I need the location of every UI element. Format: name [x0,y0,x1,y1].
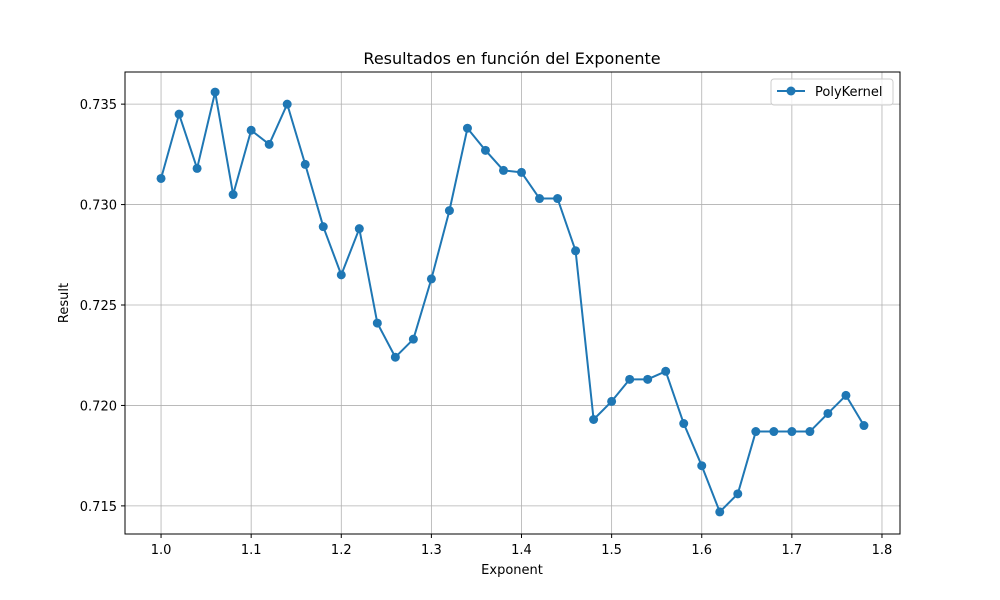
data-point [661,366,671,376]
data-point [679,419,689,429]
x-tick-label: 1.1 [241,543,262,558]
data-point [823,408,833,418]
grid [125,72,900,534]
x-tick-label: 1.2 [331,543,352,558]
data-point [282,99,292,109]
legend: PolyKernel [770,78,894,106]
data-point [408,334,418,344]
plot-area-frame [124,71,901,535]
y-tick-label: 0.730 [80,199,117,214]
data-point [480,145,490,155]
data-point [192,163,202,173]
x-tick-label: 1.5 [601,543,622,558]
data-point [498,165,508,175]
data-point [769,427,779,437]
data-point [517,167,527,177]
x-tick-label: 1.7 [782,543,803,558]
data-point [228,190,238,200]
data-point [372,318,382,328]
data-point [336,270,346,280]
data-point [390,352,400,362]
x-tick-label: 1.0 [151,543,172,558]
data-point [426,274,436,284]
x-tick-label: 1.3 [421,543,442,558]
data-point [859,421,869,431]
data-point [462,123,472,133]
legend-label-polykernel: PolyKernel [815,85,882,100]
data-point [156,173,166,183]
x-axis-title: Exponent [481,563,543,578]
data-point [444,206,454,216]
data-point [553,194,563,204]
data-point [246,125,256,135]
y-tick-label: 0.715 [80,500,117,515]
data-point [625,374,635,384]
x-tick-label: 1.4 [511,543,532,558]
legend-marker-swatch [786,86,796,96]
data-point [571,246,581,256]
data-point [535,194,545,204]
legend-box [770,78,894,106]
data-point [733,489,743,499]
data-point [841,390,851,400]
data-point [751,427,761,437]
data-point [589,415,599,425]
data-point [697,461,707,471]
series-layer [156,87,869,517]
data-point [787,427,797,437]
axis-ticks: 1.0 1.1 1.2 1.3 1.4 1.5 1.6 1.7 1.8 0.715 0.720 0.7… [80,98,893,558]
data-point [607,396,617,406]
y-axis-title: Result [57,283,72,323]
data-point [174,109,184,119]
y-tick-label: 0.735 [80,98,117,113]
data-point [715,507,725,517]
data-point [805,427,815,437]
y-tick-label: 0.720 [80,399,117,414]
chart-title: Resultados en función del Exponente [363,49,660,68]
y-tick-label: 0.725 [80,299,117,314]
series-line-polykernel [160,91,865,513]
x-tick-label: 1.8 [872,543,893,558]
data-point [318,222,328,232]
x-tick-label: 1.6 [691,543,712,558]
data-point [210,87,220,97]
data-point [643,374,653,384]
data-point [354,224,364,234]
data-point [300,159,310,169]
data-point [264,139,274,149]
